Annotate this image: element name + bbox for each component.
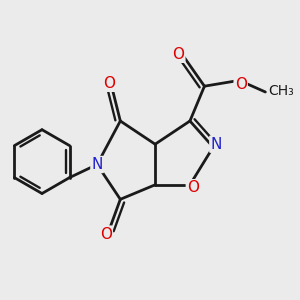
Text: N: N (210, 137, 222, 152)
Text: O: O (172, 47, 184, 62)
Text: O: O (187, 180, 199, 195)
Text: O: O (103, 76, 115, 91)
Text: N: N (92, 157, 103, 172)
Text: CH₃: CH₃ (268, 83, 294, 98)
Text: O: O (100, 226, 112, 242)
Text: O: O (235, 77, 247, 92)
